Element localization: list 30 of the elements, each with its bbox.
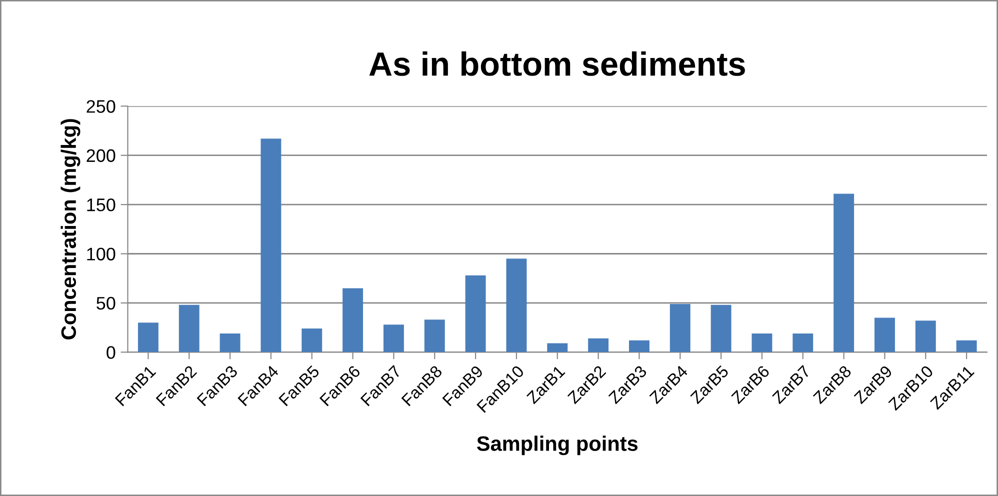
bar xyxy=(302,328,322,352)
bar xyxy=(915,320,936,352)
bar xyxy=(342,288,364,352)
y-tick-label: 200 xyxy=(86,149,116,162)
bar xyxy=(956,340,977,352)
bar xyxy=(874,318,895,352)
bar xyxy=(547,343,568,352)
bar xyxy=(792,333,814,352)
bar xyxy=(710,304,732,352)
bar xyxy=(506,258,527,352)
bar xyxy=(178,304,200,352)
bar xyxy=(465,275,486,352)
bar xyxy=(383,324,404,352)
bar xyxy=(588,338,609,352)
y-tick-label: 150 xyxy=(87,198,116,212)
x-axis-title: Sampling points xyxy=(476,436,638,456)
y-tick-label: 250 xyxy=(86,100,116,113)
y-tick-label: 50 xyxy=(96,296,116,310)
bar xyxy=(220,333,240,352)
y-tick-label: 100 xyxy=(87,248,116,260)
bar xyxy=(138,322,158,352)
y-axis-title: Concentration (mg/kg) xyxy=(60,119,80,340)
bar xyxy=(424,320,445,352)
bar xyxy=(260,138,282,352)
bar xyxy=(834,194,854,352)
bar xyxy=(628,340,650,352)
chart-title: As in bottom sediments xyxy=(369,51,745,76)
bar xyxy=(670,304,690,352)
bar xyxy=(752,333,772,352)
y-tick-label: 0 xyxy=(106,346,116,359)
